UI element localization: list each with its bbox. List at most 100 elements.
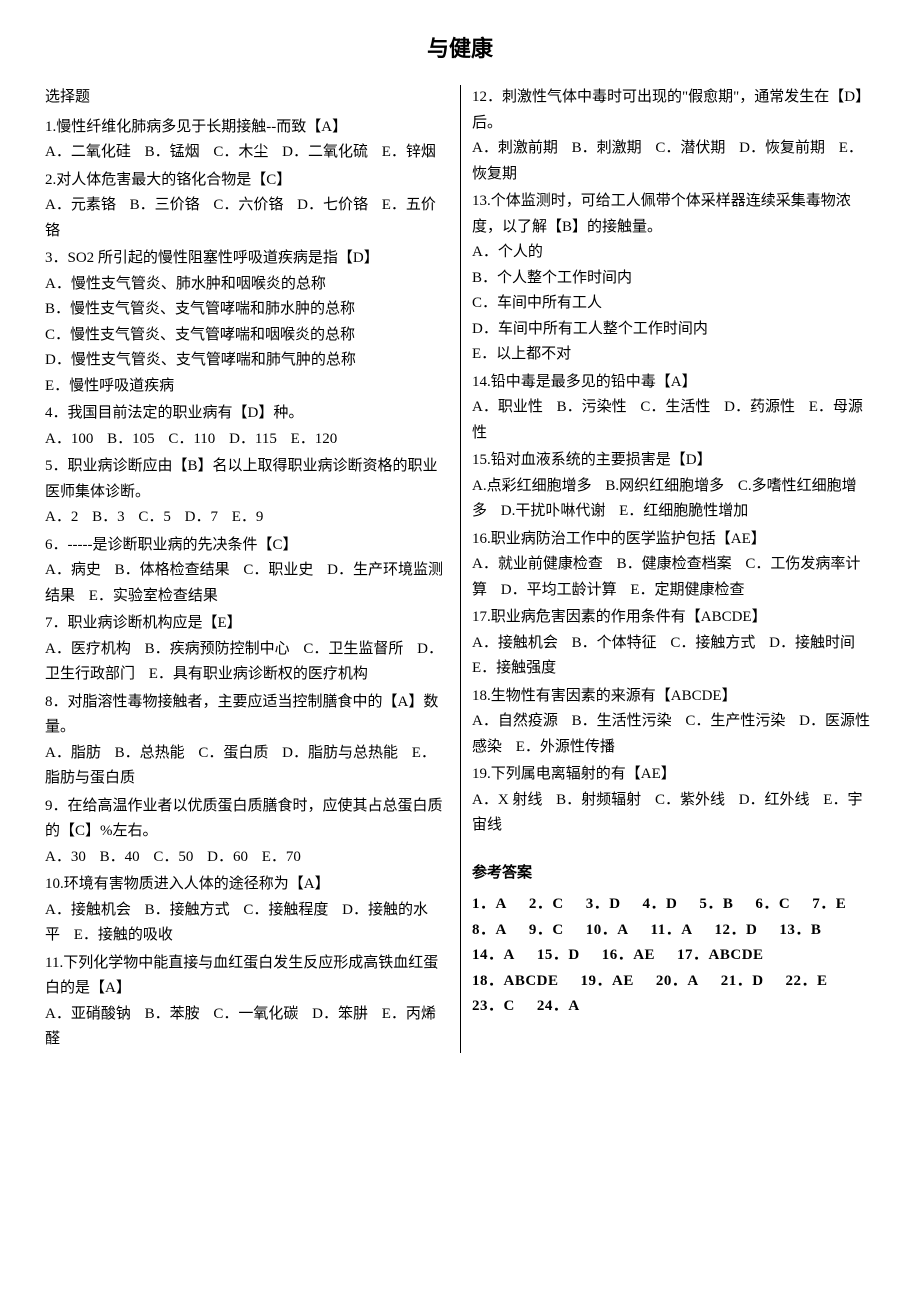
option: C．接触程度 xyxy=(243,902,328,918)
option: B．体格检查结果 xyxy=(115,562,230,578)
option: A．自然疫源 xyxy=(472,713,558,729)
option: C．5 xyxy=(138,509,171,525)
question-options: A．100 B．105 C．110 D．115 E．120 xyxy=(45,427,448,453)
question-options: A．脂肪 B．总热能 C．蛋白质 D．脂肪与总热能 E．脂肪与蛋白质 xyxy=(45,741,448,792)
answer-item: 16．AE xyxy=(602,943,655,969)
option: B．苯胺 xyxy=(145,1006,200,1022)
option: E．接触的吸收 xyxy=(74,927,173,943)
option: D．车间中所有工人整个工作时间内 xyxy=(472,317,875,343)
question-options: A．元素铬 B．三价铬 C．六价铬 D．七价铬 E．五价铬 xyxy=(45,193,448,244)
question-text: 9．在给高温作业者以优质蛋白质膳食时，应使其占总蛋白质的【C】%左右。 xyxy=(45,794,448,845)
option: B．三价铬 xyxy=(130,197,200,213)
option: B．慢性支气管炎、支气管哮喘和肺水肿的总称 xyxy=(45,297,448,323)
option: D．115 xyxy=(229,431,277,447)
option: D．60 xyxy=(207,849,248,865)
question-text: 3．SO2 所引起的慢性阻塞性呼吸道疾病是指【D】 xyxy=(45,246,448,272)
option: D．平均工龄计算 xyxy=(501,582,617,598)
option: D．脂肪与总热能 xyxy=(282,745,398,761)
question-text: 1.慢性纤维化肺病多见于长期接触--而致【A】 xyxy=(45,115,448,141)
option: C．生产性污染 xyxy=(685,713,785,729)
option: C．慢性支气管炎、支气管哮喘和咽喉炎的总称 xyxy=(45,323,448,349)
option: D．慢性支气管炎、支气管哮喘和肺气肿的总称 xyxy=(45,348,448,374)
answer-item: 11．A xyxy=(651,918,693,944)
option: A．医疗机构 xyxy=(45,641,131,657)
page-title: 与健康 xyxy=(45,30,875,67)
option: A．2 xyxy=(45,509,78,525)
option: A.点彩红细胞增多 xyxy=(472,478,592,494)
question-text: 5．职业病诊断应由【B】名以上取得职业病诊断资格的职业医师集体诊断。 xyxy=(45,454,448,505)
answer-item: 10．A xyxy=(586,918,629,944)
question-text: 4．我国目前法定的职业病有【D】种。 xyxy=(45,401,448,427)
option: B．污染性 xyxy=(557,399,627,415)
question-text: 14.铅中毒是最多见的铅中毒【A】 xyxy=(472,370,875,396)
question-text: 6．-----是诊断职业病的先决条件【C】 xyxy=(45,533,448,559)
option: D．七价铬 xyxy=(297,197,368,213)
option: C．接触方式 xyxy=(670,635,755,651)
option: A．职业性 xyxy=(472,399,543,415)
option: A．X 射线 xyxy=(472,792,542,808)
answer-item: 7．E xyxy=(812,892,846,918)
answers-block: 1．A2．C3．D4．D5．B6．C7．E8．A9．C10．A11．A12．D1… xyxy=(472,892,875,1020)
option: B.网织红细胞增多 xyxy=(605,478,724,494)
question-options: A．2 B．3 C．5 D．7 E．9 xyxy=(45,505,448,531)
option: B．接触方式 xyxy=(145,902,230,918)
question: 2.对人体危害最大的铬化合物是【C】A．元素铬 B．三价铬 C．六价铬 D．七价… xyxy=(45,168,448,245)
option: B．生活性污染 xyxy=(572,713,672,729)
question: 16.职业病防治工作中的医学监护包括【AE】A．就业前健康检查 B．健康检查档案… xyxy=(472,527,875,604)
answer-item: 8．A xyxy=(472,918,507,944)
question-options: A．就业前健康检查 B．健康检查档案 C．工伤发病率计算 D．平均工龄计算 E．… xyxy=(472,552,875,603)
option: B．40 xyxy=(100,849,140,865)
option: B．3 xyxy=(92,509,125,525)
question: 13.个体监测时，可给工人佩带个体采样器连续采集毒物浓度，以了解【B】的接触量。… xyxy=(472,189,875,368)
question: 5．职业病诊断应由【B】名以上取得职业病诊断资格的职业医师集体诊断。A．2 B．… xyxy=(45,454,448,531)
option: B．105 xyxy=(107,431,155,447)
option: B．个人整个工作时间内 xyxy=(472,266,875,292)
option: A．元素铬 xyxy=(45,197,116,213)
question-text: 12．刺激性气体中毒时可出现的"假愈期"，通常发生在【D】后。 xyxy=(472,85,875,136)
question-text: 11.下列化学物中能直接与血红蛋白发生反应形成高铁血红蛋白的是【A】 xyxy=(45,951,448,1002)
question-options: A．刺激前期 B．刺激期 C．潜伏期 D．恢复前期 E．恢复期 xyxy=(472,136,875,187)
content-columns: 选择题 1.慢性纤维化肺病多见于长期接触--而致【A】A．二氧化硅 B．锰烟 C… xyxy=(45,85,875,1053)
option: B．刺激期 xyxy=(572,140,642,156)
option: E．具有职业病诊断权的医疗机构 xyxy=(149,666,368,682)
question-text: 19.下列属电离辐射的有【AE】 xyxy=(472,762,875,788)
question-options: A．职业性 B．污染性 C．生活性 D．药源性 E．母源性 xyxy=(472,395,875,446)
question: 14.铅中毒是最多见的铅中毒【A】A．职业性 B．污染性 C．生活性 D．药源性… xyxy=(472,370,875,447)
option: B．个体特征 xyxy=(572,635,657,651)
option: D．7 xyxy=(185,509,218,525)
question-text: 8．对脂溶性毒物接触者，主要应适当控制膳食中的【A】数量。 xyxy=(45,690,448,741)
answer-item: 20．A xyxy=(656,969,699,995)
answer-item: 21．D xyxy=(721,969,764,995)
answer-item: 9．C xyxy=(529,918,564,944)
option: A．接触机会 xyxy=(45,902,131,918)
question-options: A．个人的B．个人整个工作时间内C．车间中所有工人D．车间中所有工人整个工作时间… xyxy=(472,240,875,368)
question-text: 17.职业病危害因素的作用条件有【ABCDE】 xyxy=(472,605,875,631)
answer-item: 22．E xyxy=(786,969,828,995)
question: 8．对脂溶性毒物接触者，主要应适当控制膳食中的【A】数量。A．脂肪 B．总热能 … xyxy=(45,690,448,792)
answer-item: 19．AE xyxy=(581,969,634,995)
question-text: 10.环境有害物质进入人体的途径称为【A】 xyxy=(45,872,448,898)
question: 4．我国目前法定的职业病有【D】种。A．100 B．105 C．110 D．11… xyxy=(45,401,448,452)
option: A．就业前健康检查 xyxy=(472,556,603,572)
question: 17.职业病危害因素的作用条件有【ABCDE】A．接触机会 B．个体特征 C．接… xyxy=(472,605,875,682)
option: B．健康检查档案 xyxy=(617,556,732,572)
option: D．药源性 xyxy=(724,399,795,415)
question: 19.下列属电离辐射的有【AE】A．X 射线 B．射频辐射 C．紫外线 D．红外… xyxy=(472,762,875,839)
option: A．亚硝酸钠 xyxy=(45,1006,131,1022)
question-text: 2.对人体危害最大的铬化合物是【C】 xyxy=(45,168,448,194)
option: B．锰烟 xyxy=(145,144,200,160)
question-options: A．慢性支气管炎、肺水肿和咽喉炎的总称B．慢性支气管炎、支气管哮喘和肺水肿的总称… xyxy=(45,272,448,400)
answer-item: 3．D xyxy=(586,892,621,918)
option: E．接触强度 xyxy=(472,660,556,676)
answer-item: 15．D xyxy=(537,943,580,969)
question-options: A．接触机会 B．个体特征 C．接触方式 D．接触时间 E．接触强度 xyxy=(472,631,875,682)
option: A．个人的 xyxy=(472,240,875,266)
answer-item: 4．D xyxy=(643,892,678,918)
answer-item: 14．A xyxy=(472,943,515,969)
question: 7．职业病诊断机构应是【E】A．医疗机构 B．疾病预防控制中心 C．卫生监督所 … xyxy=(45,611,448,688)
option: E．红细胞脆性增加 xyxy=(619,503,748,519)
option: C．潜伏期 xyxy=(655,140,725,156)
option: D.干扰卟啉代谢 xyxy=(501,503,606,519)
option: C．110 xyxy=(168,431,215,447)
option: D．笨肼 xyxy=(312,1006,368,1022)
